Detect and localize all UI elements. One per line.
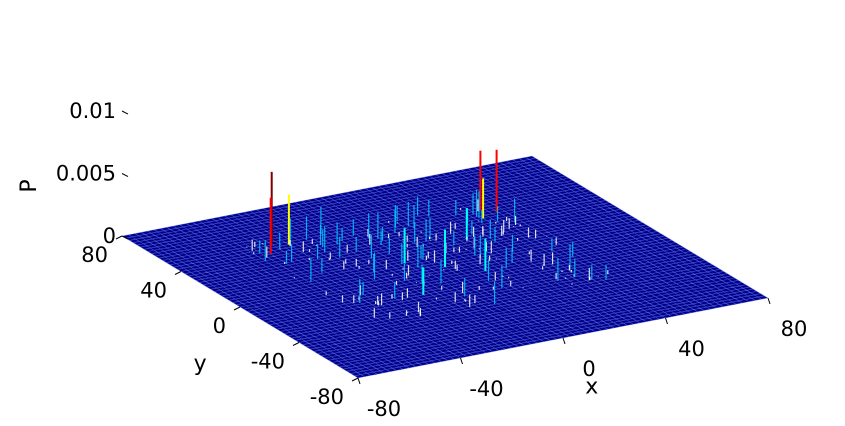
y-tick-label: 40 xyxy=(140,279,167,303)
x-tick-label: -80 xyxy=(367,397,401,421)
y-axis-label: y xyxy=(194,351,207,376)
x-tick-label: 40 xyxy=(678,337,705,361)
z-tick-label: 0 xyxy=(103,224,116,248)
x-tick-label: 80 xyxy=(781,317,808,341)
y-tick-label: 80 xyxy=(81,243,108,267)
x-tick-mark xyxy=(562,337,566,345)
x-tick-label: -40 xyxy=(469,377,503,401)
x-tick-mark xyxy=(460,357,463,365)
y-tick-label: -80 xyxy=(310,385,344,409)
y-tick-mark xyxy=(115,235,123,240)
x-tick-label: 0 xyxy=(582,357,595,381)
x-axis-label: x xyxy=(585,375,598,400)
z-axis-label: P xyxy=(17,179,42,192)
z-tick-label: 0.005 xyxy=(56,162,116,186)
peak-spikes xyxy=(246,149,614,319)
x-tick-mark xyxy=(357,377,361,385)
z-tick-label: 0.01 xyxy=(69,99,116,123)
y-tick-label: -40 xyxy=(251,350,285,374)
x-tick-mark xyxy=(767,297,771,305)
y-tick-mark xyxy=(351,377,359,382)
y-tick-mark xyxy=(292,342,300,346)
y-tick-mark xyxy=(174,271,182,275)
z-tick-mark xyxy=(121,110,129,115)
x-tick-mark xyxy=(665,317,668,325)
z-tick-mark xyxy=(121,235,129,240)
axes: 0 0.005 0.01 P -80 -40 0 40 80 y -80 -40 0 40 80 x xyxy=(17,99,807,421)
y-tick-mark xyxy=(233,306,241,311)
z-tick-mark xyxy=(121,173,129,177)
y-tick-label: 0 xyxy=(213,314,226,338)
